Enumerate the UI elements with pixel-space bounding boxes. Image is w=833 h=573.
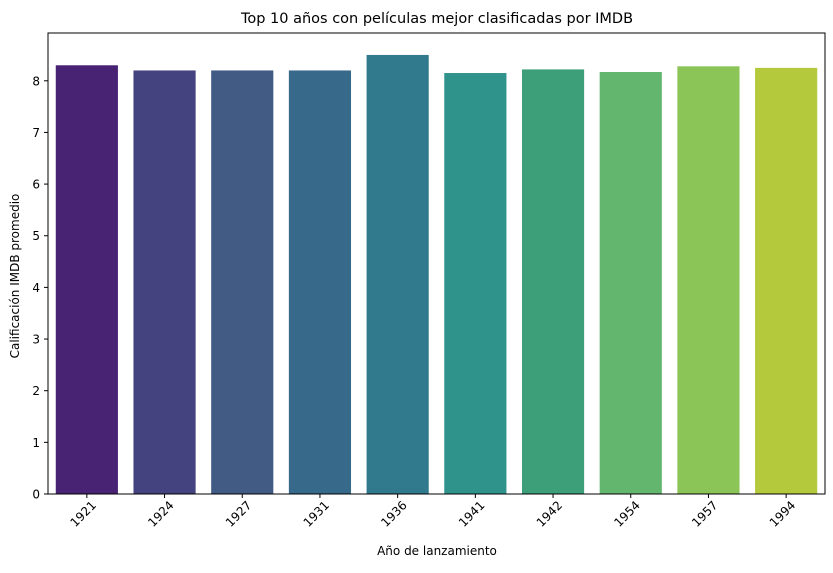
x-tick-label-1931: 1931 [301,498,332,529]
bar-1954 [599,71,662,495]
y-tick-label: 4 [32,281,40,295]
x-tick-label-1941: 1941 [456,498,487,529]
x-tick-label-1954: 1954 [611,498,642,529]
x-tick-label-1936: 1936 [378,498,409,529]
bar-1941 [444,73,507,494]
x-tick-label-1942: 1942 [534,498,565,529]
x-tick-label-1924: 1924 [145,498,176,529]
bar-1921 [55,65,118,495]
bar-1957 [677,66,740,494]
y-tick-label: 1 [32,436,40,450]
chart-title: Top 10 años con películas mejor clasific… [240,11,633,27]
x-axis-label: Año de lanzamiento [377,544,497,558]
y-axis: 0 1 2 3 4 5 6 7 8 [32,74,48,502]
bar-1924 [133,70,196,494]
y-tick-label: 0 [32,488,40,502]
x-tick-label-1994: 1994 [767,498,798,529]
y-tick-label: 3 [32,333,40,347]
x-tick-label-1921: 1921 [67,498,98,529]
y-tick-label: 7 [32,126,40,140]
bars-group [55,54,818,495]
y-axis-label: Calificación IMDB promedio [8,194,22,359]
bar-1994 [755,67,818,495]
y-tick-label: 8 [32,74,40,88]
bar-1942 [521,69,585,494]
y-tick-label: 6 [32,178,40,192]
plot-frame [47,32,826,495]
x-tick-label-1927: 1927 [223,498,254,529]
x-tick-label-1957: 1957 [689,498,720,529]
x-axis: 1921 1924 1927 1931 1936 1941 1942 1954 1957 1994 [67,494,798,530]
bar-1936 [366,54,429,494]
bar-1927 [211,70,274,494]
bar-1931 [288,70,352,494]
y-tick-label: 5 [32,229,40,243]
y-tick-label: 2 [32,384,40,398]
